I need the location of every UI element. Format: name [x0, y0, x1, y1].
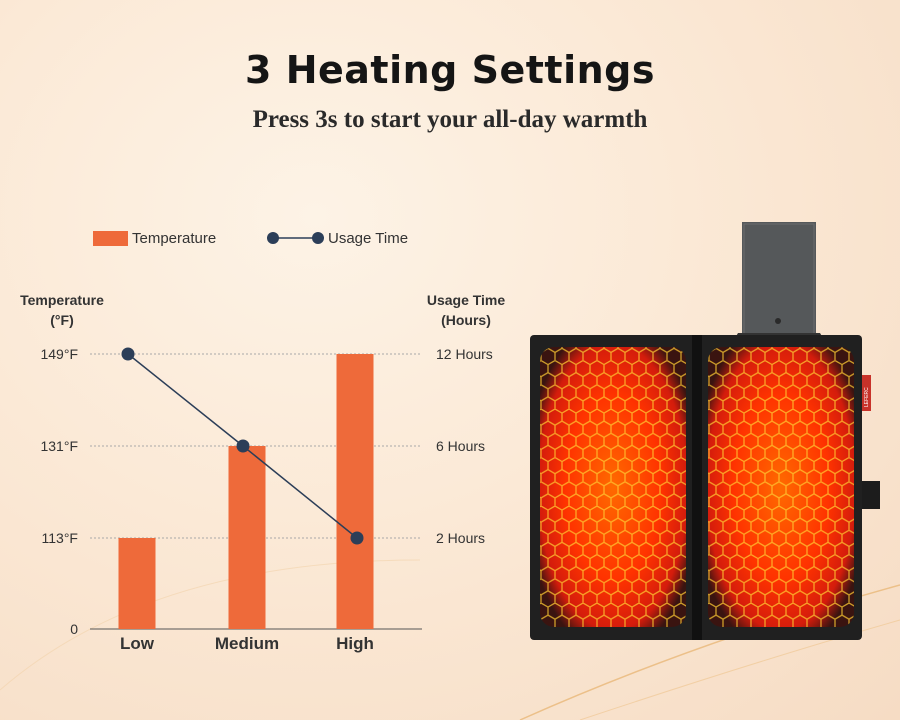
- brand-tag: [862, 375, 871, 411]
- y-left-tick-label: 0: [70, 621, 78, 637]
- bar-high: [336, 354, 374, 629]
- usage-point-high: [350, 531, 364, 545]
- brand-tag-text: LEFERC: [864, 387, 870, 407]
- y-left-tick-label: 149°F: [40, 346, 78, 362]
- heating-pad-image: LEFERC: [530, 222, 880, 640]
- chart-legend: Temperature Usage Time: [93, 230, 408, 247]
- pad-belt: [860, 481, 880, 509]
- legend-temperature-label: Temperature: [132, 230, 216, 247]
- page-title: 3 Heating Settings: [245, 48, 655, 92]
- bar-low: [118, 538, 156, 629]
- usage-point-low: [121, 347, 135, 361]
- strap-snap: [775, 318, 781, 324]
- legend-temperature-swatch: [93, 231, 128, 246]
- right-axis-title-line1: Usage Time: [427, 292, 506, 308]
- right-axis-title-line2: (Hours): [441, 312, 491, 328]
- y-right-tick-label: 2 Hours: [436, 530, 485, 546]
- y-left-tick-label: 113°F: [42, 530, 78, 546]
- legend-usage-label: Usage Time: [328, 230, 408, 247]
- left-axis-title-line1: Temperature: [20, 292, 104, 308]
- y-left-tick-label: 131°F: [40, 438, 78, 454]
- heating-chart: Temperature Usage Time Temperature (°F) …: [20, 230, 506, 653]
- plot-area: 0 113°F 131°F 149°F 2 Hours 6 Hours 12 Hours Lo…: [40, 346, 492, 653]
- bar-medium: [228, 446, 266, 629]
- legend-usage-marker-right: [312, 232, 324, 244]
- x-tick-label: Low: [120, 634, 155, 653]
- pad-seam: [692, 335, 702, 640]
- page-subtitle: Press 3s to start your all-day warmth: [252, 106, 648, 133]
- usage-point-medium: [236, 439, 250, 453]
- x-tick-label: High: [336, 634, 374, 653]
- y-right-tick-label: 12 Hours: [436, 346, 493, 362]
- legend-usage-marker-left: [267, 232, 279, 244]
- left-axis-title-line2: (°F): [50, 312, 73, 328]
- y-right-tick-label: 6 Hours: [436, 438, 485, 454]
- x-tick-label: Medium: [215, 634, 279, 653]
